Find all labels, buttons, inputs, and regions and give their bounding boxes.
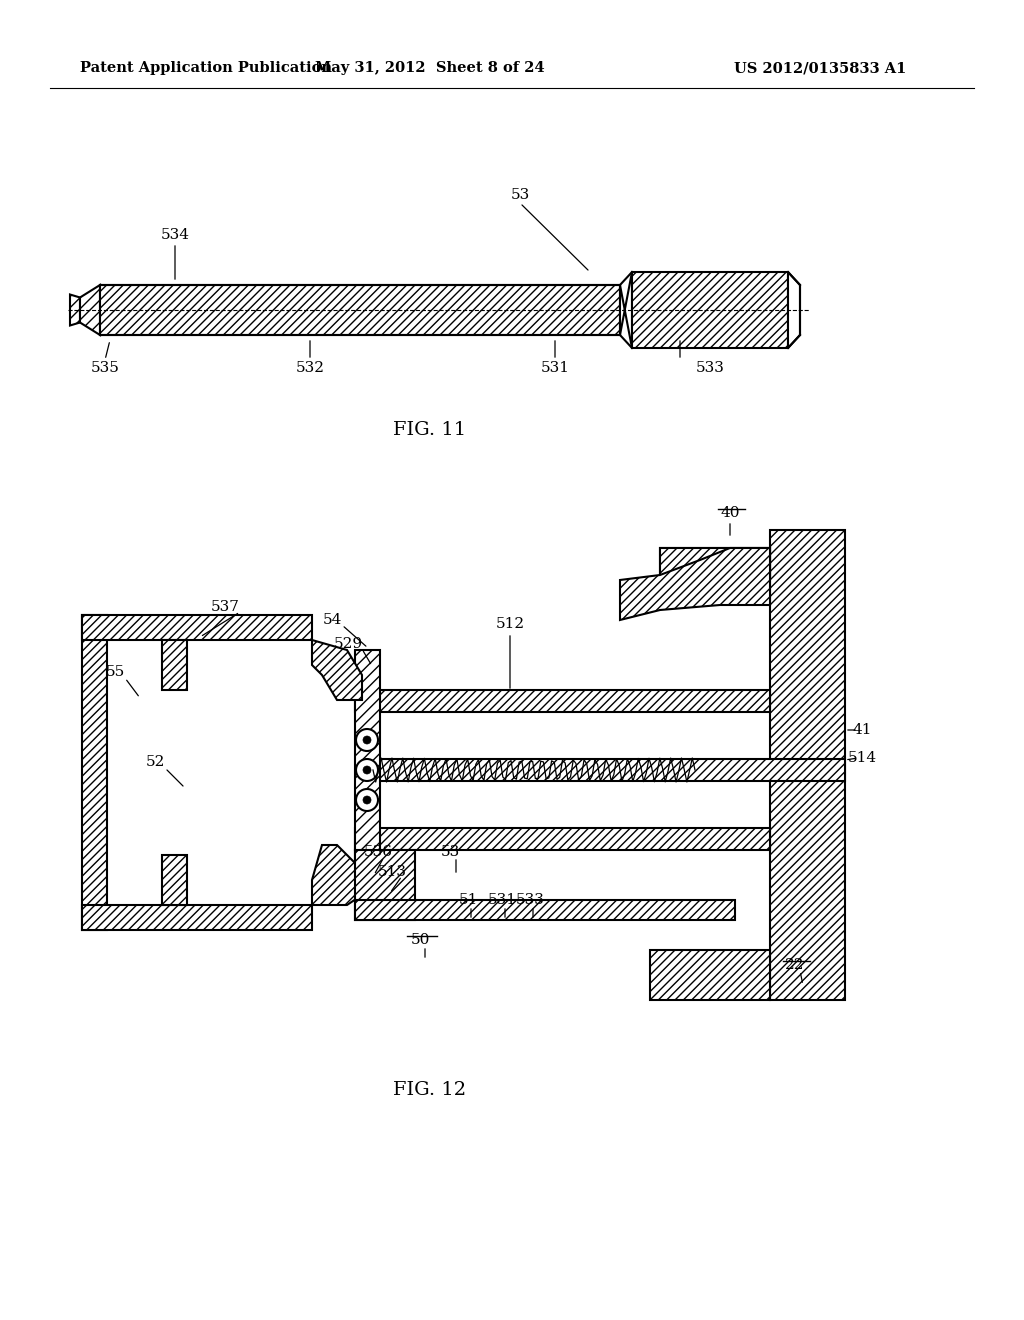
Text: 536: 536 [364,845,392,859]
Text: 52: 52 [145,755,165,770]
Polygon shape [82,615,312,640]
Circle shape [362,737,371,744]
Text: 513: 513 [378,865,407,879]
Circle shape [356,789,378,810]
Polygon shape [162,640,187,690]
Polygon shape [632,272,788,348]
Text: 53: 53 [510,187,529,202]
Polygon shape [82,615,106,931]
Text: 55: 55 [105,665,125,678]
Polygon shape [620,548,770,620]
Polygon shape [650,950,770,1001]
Text: 537: 537 [211,601,240,614]
Polygon shape [70,294,80,326]
Text: 529: 529 [334,638,362,651]
Text: 50: 50 [411,933,430,946]
Text: 535: 535 [90,360,120,375]
Text: 41: 41 [852,723,871,737]
Polygon shape [355,900,735,920]
Circle shape [356,729,378,751]
Text: May 31, 2012  Sheet 8 of 24: May 31, 2012 Sheet 8 of 24 [315,61,545,75]
Text: 54: 54 [323,612,342,627]
Text: FIG. 11: FIG. 11 [393,421,467,440]
Circle shape [362,766,371,774]
Text: US 2012/0135833 A1: US 2012/0135833 A1 [734,61,906,75]
Text: 531: 531 [487,894,516,907]
Polygon shape [312,640,362,700]
Polygon shape [312,845,362,906]
Polygon shape [355,649,380,890]
Circle shape [362,796,371,804]
Polygon shape [100,285,620,335]
Polygon shape [355,850,415,920]
Text: 51: 51 [459,894,477,907]
Polygon shape [80,285,100,335]
Text: 531: 531 [541,360,569,375]
Polygon shape [660,548,770,576]
Polygon shape [360,759,845,781]
Polygon shape [82,906,312,931]
Polygon shape [355,828,770,850]
Text: 534: 534 [161,228,189,242]
Text: 532: 532 [296,360,325,375]
Text: 22: 22 [785,958,805,972]
Circle shape [356,759,378,781]
Text: 53: 53 [440,845,460,859]
Polygon shape [660,548,770,590]
Polygon shape [620,272,632,348]
Text: Patent Application Publication: Patent Application Publication [80,61,332,75]
Polygon shape [788,272,800,348]
Text: 533: 533 [695,360,724,375]
Polygon shape [162,855,187,906]
Text: 533: 533 [515,894,545,907]
Text: 512: 512 [496,616,524,631]
Polygon shape [770,531,845,1001]
Text: FIG. 12: FIG. 12 [393,1081,467,1100]
Text: 514: 514 [848,751,877,766]
Polygon shape [355,690,770,711]
Text: 40: 40 [720,506,739,520]
